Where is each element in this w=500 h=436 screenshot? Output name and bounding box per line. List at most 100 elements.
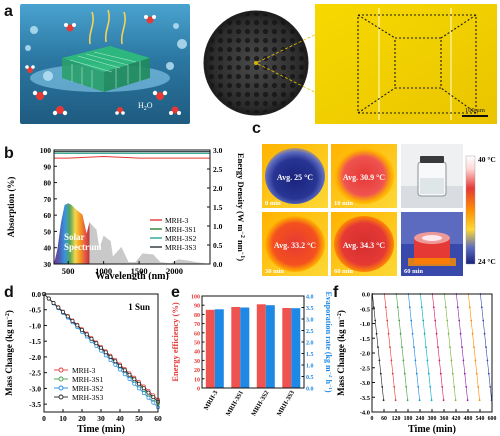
x-tick-label: 2000	[166, 266, 183, 276]
cycle-point	[444, 306, 447, 309]
data-point	[151, 395, 156, 400]
cycle-point	[425, 346, 427, 348]
data-point	[127, 377, 132, 381]
x-tick-label: 120	[392, 416, 401, 422]
y-tick-label-right: 3.5	[306, 306, 314, 312]
data-point	[141, 391, 146, 396]
cycle-point	[405, 386, 408, 388]
x-tick-label: 60	[154, 414, 162, 423]
legend-marker	[58, 394, 64, 400]
cycle-point	[486, 359, 489, 362]
cycle-point	[413, 346, 415, 348]
cycle-point	[474, 359, 477, 362]
y-tick-label-left: 90	[194, 304, 200, 310]
x-tick-label: 40	[116, 414, 124, 423]
x-tick-label: 240	[416, 416, 425, 422]
bar-evaporation-rate	[214, 309, 224, 388]
y-tick-label-left: 60	[44, 211, 52, 220]
data-point	[132, 381, 137, 386]
x-tick-label: 600	[488, 416, 497, 422]
lattice-structure	[62, 46, 150, 92]
cycle-point	[459, 332, 462, 335]
y-tick-label-left: 40	[44, 244, 52, 253]
cycle-point	[434, 319, 437, 322]
bubbles	[25, 23, 187, 81]
y-tick-label: -3.0	[29, 384, 41, 393]
x-axis-label: Wavelength (nm)	[95, 271, 169, 280]
thermal-60min	[331, 212, 397, 276]
panel-label-c: c	[252, 120, 261, 137]
y-tick-label: -0.5	[360, 306, 371, 313]
y-tick-label-right: 1.0	[213, 222, 223, 231]
cycle-point	[450, 359, 453, 362]
cycle-point	[420, 306, 423, 309]
data-point	[103, 350, 108, 355]
data-point	[51, 301, 56, 305]
x-tick-label: 60	[381, 416, 387, 422]
panel-f: 0 60 120 180 240 300 360 420 480 540 600 0.0 -0.5 -1…	[336, 292, 497, 436]
x-axis-label: Time (min)	[77, 424, 125, 435]
x-tick-label: 0	[42, 414, 46, 423]
panel-a: H2O 100 μm	[20, 4, 497, 124]
cycle-point	[478, 399, 481, 402]
data-point	[94, 341, 99, 346]
water-molecules	[25, 15, 181, 116]
cycle-point	[470, 319, 473, 322]
cycle-point	[483, 332, 486, 335]
scale-bar-label: 100 μm	[465, 107, 485, 114]
data-point	[108, 354, 113, 359]
cycle-point	[423, 332, 426, 335]
y-tick-label-left: 100	[191, 295, 200, 301]
y-tick-label-left: 30	[44, 260, 52, 269]
cycle-point	[418, 399, 421, 402]
panel-d: 0 10 20 30 40 50 60 0.0 -0.5 -1.0 -1.5 -2.0 -2.5 -3.…	[4, 290, 162, 435]
y-tick-label-left: 30	[194, 359, 200, 365]
bar-energy-efficiency	[282, 308, 292, 388]
data-point	[46, 296, 51, 301]
thermal-0min	[262, 144, 328, 208]
cycle-point	[451, 372, 454, 375]
cycle-point	[465, 386, 468, 388]
data-point	[113, 362, 118, 367]
thermal-avg-3: Avg. 34.3 °C	[343, 241, 385, 250]
cycle-point	[453, 386, 456, 388]
cycle-point	[442, 399, 445, 402]
cycle-point	[410, 319, 413, 322]
legend-label: MRH-3S3	[72, 393, 104, 402]
cycle-point	[485, 346, 487, 348]
y-axis-label: Mass Change (kg m−2)	[336, 310, 346, 396]
y-tick-label: -2.0	[360, 351, 370, 358]
zoom-origin-dot	[254, 61, 258, 65]
thermal-avg-0: Avg. 25 °C	[277, 173, 313, 182]
panel-c: Avg. 25 °C Avg. 30.9 °C Avg. 33.2 °C Avg…	[262, 140, 498, 280]
cycle-point	[456, 306, 459, 309]
cycle-point	[401, 346, 403, 348]
y-tick-label: 0.0	[362, 292, 370, 299]
panel-label-f: f	[333, 284, 339, 301]
cycle-point	[468, 306, 471, 309]
y-axis-label-left: Energy efficiency (%)	[170, 302, 180, 381]
x-category-label: MRH-3S1	[225, 390, 245, 418]
plot-frame	[371, 293, 493, 413]
panel-label-b: b	[4, 145, 14, 162]
cycle-point	[402, 359, 405, 362]
cycle-point	[396, 306, 399, 309]
x-tick-label: 20	[78, 414, 86, 423]
cycle-point	[386, 319, 389, 322]
y-tick-label-left: 80	[44, 179, 52, 188]
solar-spectrum-ir	[54, 203, 210, 264]
x-tick-label: 540	[476, 416, 485, 422]
data-point	[70, 318, 75, 323]
panel-b: 500 1000 1500 2000 30 40 50 60 70 80 90 100 0.0 0.5…	[6, 146, 246, 280]
cycle-point	[477, 386, 480, 388]
cycle-point	[441, 386, 444, 388]
cycle-point	[473, 346, 475, 348]
legend-marker	[58, 385, 64, 391]
cycle-point	[408, 306, 411, 309]
y-tick-label-right: 0.5	[213, 241, 223, 250]
cycle-point	[398, 319, 401, 322]
cycle-point	[393, 386, 396, 388]
legend-label: MRH-3S1	[165, 225, 197, 234]
thermal-10min	[331, 144, 397, 208]
y-tick-label-left: 0	[197, 387, 200, 393]
